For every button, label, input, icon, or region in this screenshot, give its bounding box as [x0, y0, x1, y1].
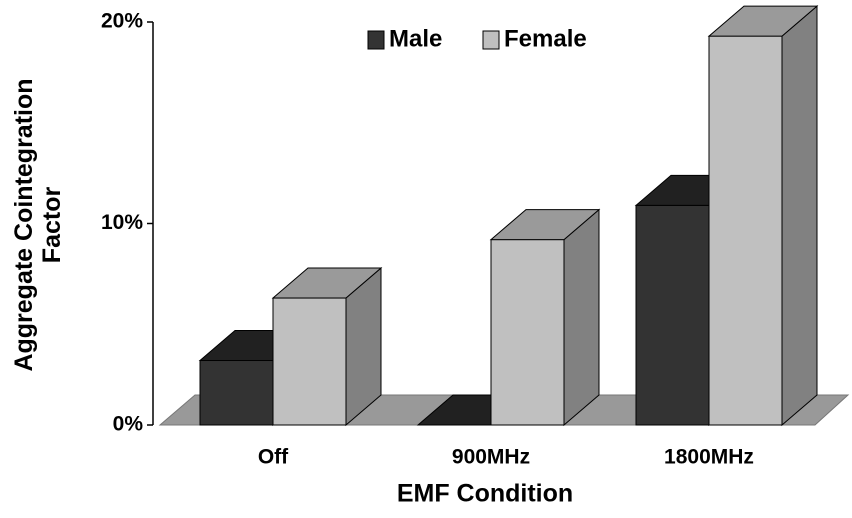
bar — [199, 360, 274, 426]
y-tick-label: 10% — [101, 211, 143, 234]
legend-label: Female — [504, 25, 587, 52]
legend-label: Male — [389, 25, 442, 52]
bar — [490, 239, 565, 426]
x-tick-label: 1800MHz — [664, 446, 754, 469]
x-axis-label: EMF Condition — [397, 480, 573, 508]
x-tick-label: Off — [258, 446, 289, 469]
bar-top — [271, 267, 383, 299]
y-tick-label: 20% — [101, 10, 143, 33]
bar-side — [563, 208, 600, 427]
bar-top — [489, 209, 601, 241]
bar-side — [781, 5, 818, 427]
legend-swatch — [482, 30, 500, 50]
y-axis-label: Aggregate Cointegration Factor — [10, 78, 66, 372]
y-tick-label: 0% — [113, 413, 144, 436]
bar — [708, 35, 783, 426]
bar — [272, 297, 347, 426]
bar — [635, 204, 710, 426]
legend-swatch — [367, 30, 385, 50]
bar-top — [707, 5, 819, 37]
x-tick-label: 900MHz — [452, 446, 530, 469]
